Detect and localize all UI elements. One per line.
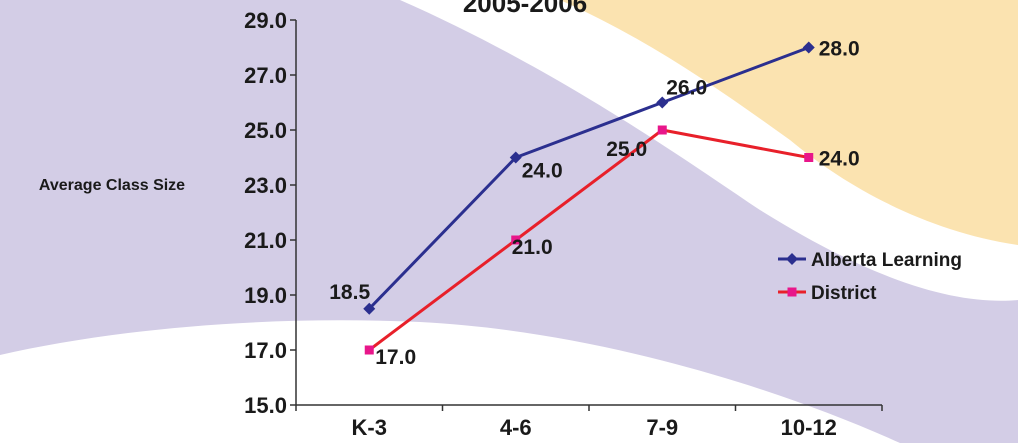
y-tick-label: 15.0 [244,393,287,418]
y-tick-label: 29.0 [244,8,287,33]
data-label-alberta-learning: 24.0 [522,160,563,183]
y-tick-label: 17.0 [244,338,287,363]
y-tick-label: 23.0 [244,173,287,198]
x-tick-label: K-3 [352,415,387,440]
data-point-district [511,235,521,245]
legend-label: District [811,283,877,304]
data-label-district: 24.0 [819,148,860,171]
series-line-district [368,128,810,352]
y-tick-label: 21.0 [244,228,287,253]
data-label-district: 17.0 [375,346,416,369]
data-point-district [364,345,374,355]
data-label-alberta-learning: 28.0 [819,38,860,61]
data-point-alberta-learning [656,96,669,109]
legend-label: Alberta Learning [811,250,962,271]
series-layer [363,41,815,355]
x-tick-label: 7-9 [646,415,678,440]
data-label-district: 21.0 [512,236,553,259]
chart-title: 2005-2006 [463,0,587,18]
y-tick-label: 25.0 [244,118,287,143]
data-label-alberta-learning: 18.5 [329,281,370,304]
data-point-district [804,153,814,162]
data-label-district: 25.0 [606,138,647,161]
background-orange-band [560,0,1018,245]
legend-marker-diamond [786,253,798,265]
data-point-alberta-learning [363,302,376,315]
x-tick-label: 4-6 [500,415,532,440]
legend: Alberta Learning District [778,250,962,304]
y-axis-label: Average Class Size [39,177,185,194]
data-label-alberta-learning: 26.0 [666,77,707,100]
legend-marker-square [787,287,797,297]
y-ticks: 15.0 17.0 19.0 21.0 23.0 25.0 27.0 29.0 [244,8,296,418]
series-line-alberta-learning [368,46,810,310]
data-point-district [657,125,667,135]
data-labels: 18.5 24.0 26.0 28.0 17.0 21.0 25.0 24.0 [329,38,859,370]
data-point-alberta-learning [802,41,815,54]
data-point-alberta-learning [509,151,522,164]
x-tick-label: 10-12 [781,415,837,440]
y-tick-label: 27.0 [244,63,287,88]
y-tick-label: 19.0 [244,283,287,308]
x-ticks: K-3 4-6 7-9 10-12 [295,405,883,440]
